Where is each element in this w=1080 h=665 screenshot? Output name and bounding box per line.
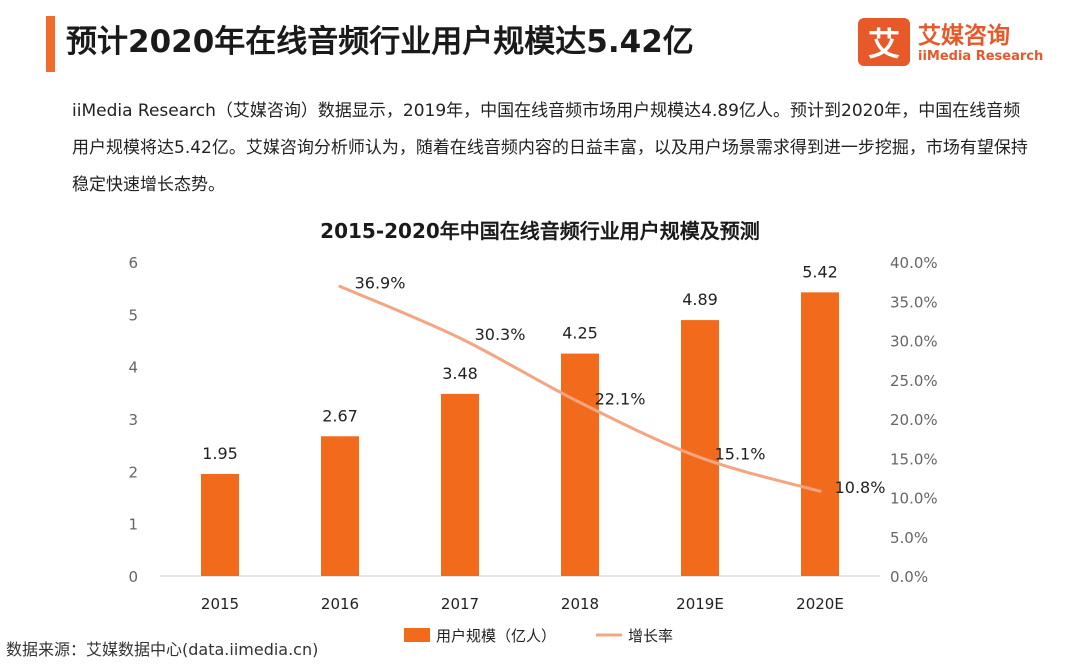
legend-line-label: 增长率: [628, 627, 673, 645]
y-right-tick-label: 0.0%: [890, 568, 928, 586]
page-title: 预计2020年在线音频行业用户规模达5.42亿: [66, 24, 694, 60]
y-left-tick-label: 0: [128, 568, 138, 586]
bar: [681, 320, 719, 576]
logo-glyph: 艾: [867, 25, 900, 63]
x-tick-label: 2015: [201, 595, 239, 613]
y-right-tick-label: 40.0%: [890, 254, 938, 272]
logo-name-en: iiMedia Research: [918, 49, 1044, 64]
x-tick-label: 2019E: [676, 595, 724, 613]
y-right-tick-label: 35.0%: [890, 293, 938, 311]
legend-bar-swatch: [404, 628, 430, 642]
x-tick-label: 2016: [321, 595, 359, 613]
bar: [801, 292, 839, 576]
y-right-tick-label: 5.0%: [890, 529, 928, 547]
bar-data-label: 5.42: [802, 262, 838, 281]
y-right-tick-label: 30.0%: [890, 333, 938, 351]
x-tick-label: 2018: [561, 595, 599, 613]
chart-title: 2015-2020年中国在线音频行业用户规模及预测: [320, 219, 760, 243]
intro-paragraph: iiMedia Research（艾媒咨询）数据显示，2019年，中国在线音频市…: [72, 101, 1028, 195]
logo-mark-icon: 艾: [858, 18, 910, 66]
y-right-tick-label: 25.0%: [890, 372, 938, 390]
bar-data-label: 1.95: [202, 444, 238, 463]
y-right-tick-label: 20.0%: [890, 411, 938, 429]
legend-bar-label: 用户规模（亿人）: [436, 627, 556, 645]
y-left-tick-label: 6: [128, 254, 138, 272]
y-left-tick-label: 4: [128, 359, 138, 377]
line-data-label: 36.9%: [355, 273, 406, 292]
line-data-label: 30.3%: [475, 325, 526, 344]
y-right-tick-label: 10.0%: [890, 490, 938, 508]
growth-line-series: 36.9% 30.3% 22.1% 15.1% 10.8%: [338, 273, 886, 497]
line-data-label: 22.1%: [595, 390, 646, 409]
bar-data-label: 2.67: [322, 406, 358, 425]
bar: [201, 473, 239, 576]
brand-logo: 艾 艾媒咨询 iiMedia Research: [858, 16, 1058, 68]
bar-data-label: 3.48: [442, 364, 478, 383]
chart-legend: 用户规模（亿人） 增长率: [404, 627, 673, 645]
chart-axes: 0 1 2 3 4 5 6 0.0% 5.0% 10.0% 15.0% 20.0% 25.0% 30.0%…: [128, 254, 937, 613]
source-note: 数据来源：艾媒数据中心(data.iimedia.cn): [6, 640, 319, 659]
bar-series: 1.95 2.67 3.48 4.25 4.89 5.42: [201, 262, 839, 576]
line-data-label: 10.8%: [835, 478, 886, 497]
bar: [441, 393, 479, 576]
y-right-tick-label: 15.0%: [890, 450, 938, 468]
bar: [561, 353, 599, 576]
logo-name-cn: 艾媒咨询: [918, 23, 1010, 49]
bar: [321, 436, 359, 576]
bar-data-label: 4.25: [562, 324, 598, 343]
line-data-label: 15.1%: [715, 444, 766, 463]
x-tick-label: 2017: [441, 595, 479, 613]
y-left-tick-label: 1: [128, 516, 138, 534]
y-left-tick-label: 5: [128, 306, 138, 324]
x-tick-label: 2020E: [796, 595, 844, 613]
growth-line: [338, 284, 822, 493]
y-left-tick-label: 3: [128, 411, 138, 429]
bar-data-label: 4.89: [682, 290, 718, 309]
y-left-tick-label: 2: [128, 463, 138, 481]
title-accent-bar: [46, 16, 55, 72]
